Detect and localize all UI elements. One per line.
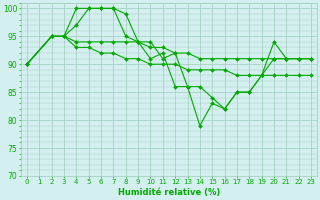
X-axis label: Humidité relative (%): Humidité relative (%) <box>118 188 220 197</box>
